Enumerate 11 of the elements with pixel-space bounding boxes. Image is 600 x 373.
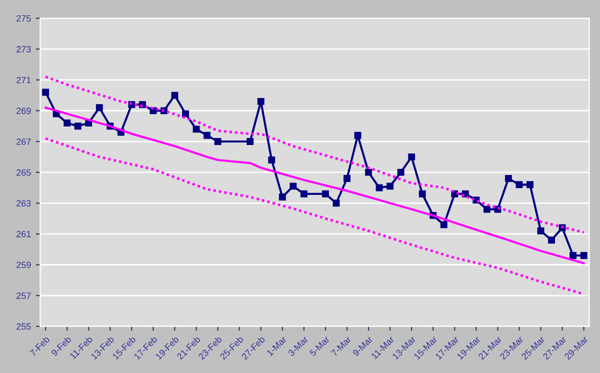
y-tick-label: 273 xyxy=(16,46,31,52)
y-tick-label: 275 xyxy=(16,15,31,22)
y-tick-label: 263 xyxy=(16,200,31,206)
y-tick-label: 271 xyxy=(16,76,31,84)
y-tick-label: 259 xyxy=(16,262,31,268)
y-tick-label: 267 xyxy=(16,138,31,145)
y-tick-label: 257 xyxy=(16,292,31,299)
y-tick-label: 261 xyxy=(16,230,31,238)
y-tick-label: 265 xyxy=(16,169,31,176)
y-tick-label: 269 xyxy=(16,108,31,114)
y-tick-label: 255 xyxy=(16,323,31,330)
